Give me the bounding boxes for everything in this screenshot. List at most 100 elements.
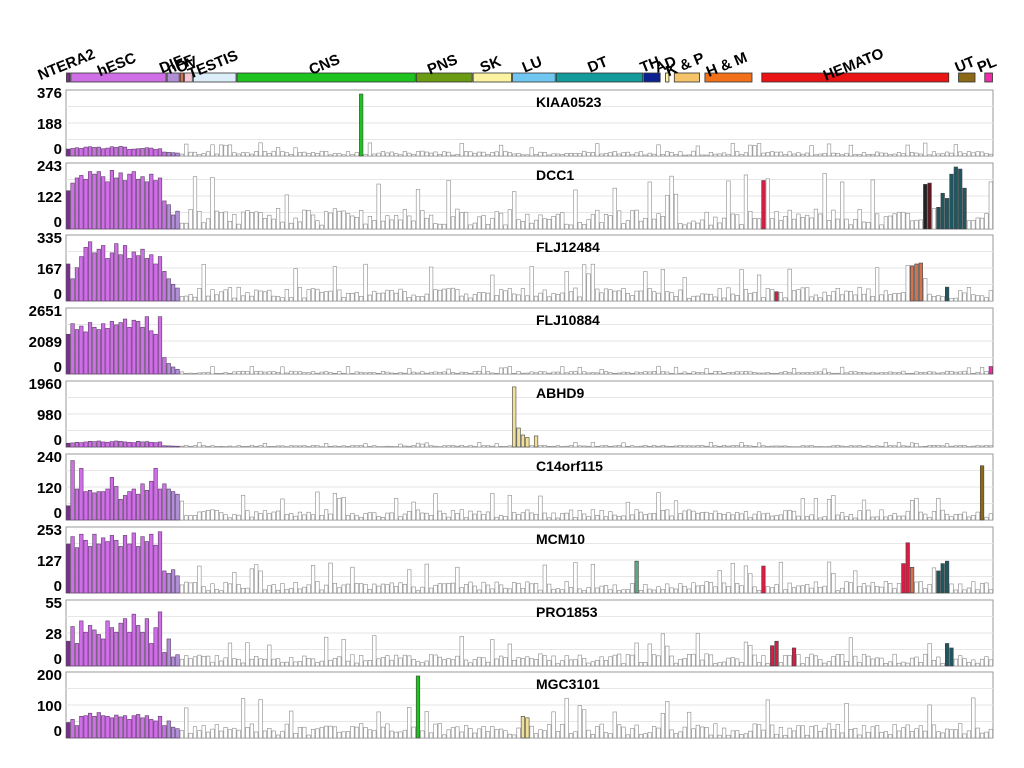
bar [665,645,670,667]
bar [682,510,687,521]
bar [656,144,661,157]
bar [962,187,967,230]
bar [630,210,635,230]
bar [332,373,338,375]
bar [197,511,202,521]
bar [525,372,530,375]
bar [577,153,582,157]
bar [92,629,97,667]
bar [940,192,945,230]
bar [385,152,390,157]
bar [896,662,902,667]
tissue-label: SK [478,53,504,77]
bar [372,220,377,230]
bar [695,724,700,739]
bar [367,215,372,230]
bar [197,654,202,667]
bar [617,372,622,375]
bar [122,618,128,667]
bar [538,729,543,739]
bar [385,371,390,375]
bar [350,373,355,375]
bar [472,513,477,521]
bar [582,150,587,157]
bar [512,373,517,375]
bar [861,371,867,375]
bar [109,477,114,521]
bar [105,147,110,157]
bar [533,435,539,448]
bar [608,372,613,375]
bar [818,731,823,739]
bar [617,516,622,521]
bar [547,218,552,230]
bar [717,371,722,375]
bar [109,321,114,375]
bar [507,643,512,667]
bar [638,445,644,448]
bar [394,586,399,594]
bar [809,653,814,667]
bar [411,445,416,448]
bar [809,217,814,230]
bar [791,368,797,375]
bar [687,509,692,521]
bar [354,152,359,157]
bar [700,512,705,521]
bar [450,659,456,667]
bar [564,223,569,230]
bar [197,210,202,230]
bar [949,516,954,521]
bar [612,654,617,667]
bar [389,372,394,375]
bar [162,483,167,521]
bar [83,631,88,667]
bar [700,726,705,739]
bar [682,371,687,375]
bar [669,292,674,302]
bar [525,509,530,521]
bar [914,219,919,230]
bar [197,730,202,739]
bar [249,516,254,521]
bar [245,445,250,448]
bar [468,297,473,302]
bar [678,583,683,594]
bar [857,287,862,302]
bar [236,584,241,594]
bar [157,316,163,375]
bar [319,291,324,302]
bar [538,495,543,521]
bar [691,445,696,448]
bar [520,154,526,157]
bar [446,180,451,230]
bar [363,223,368,230]
bar [979,217,985,230]
bar [547,724,552,739]
bar [332,266,338,302]
bar [809,587,814,594]
bar [219,212,224,230]
bar [656,655,661,667]
bar [966,587,972,594]
bar [805,734,810,739]
bar [109,441,114,448]
bar [770,587,775,594]
bar [573,659,578,667]
bar [735,730,740,739]
bar [638,220,644,230]
bar [162,725,167,739]
bar [66,640,71,667]
bar [988,445,993,448]
bar [293,268,298,302]
bar [866,655,871,667]
bar [442,151,447,157]
bar [875,151,880,157]
bar [127,631,132,667]
bar [83,715,88,739]
bar [144,441,149,448]
bar [87,712,93,739]
bar [608,289,613,302]
bar [870,446,875,448]
bar [678,151,683,157]
